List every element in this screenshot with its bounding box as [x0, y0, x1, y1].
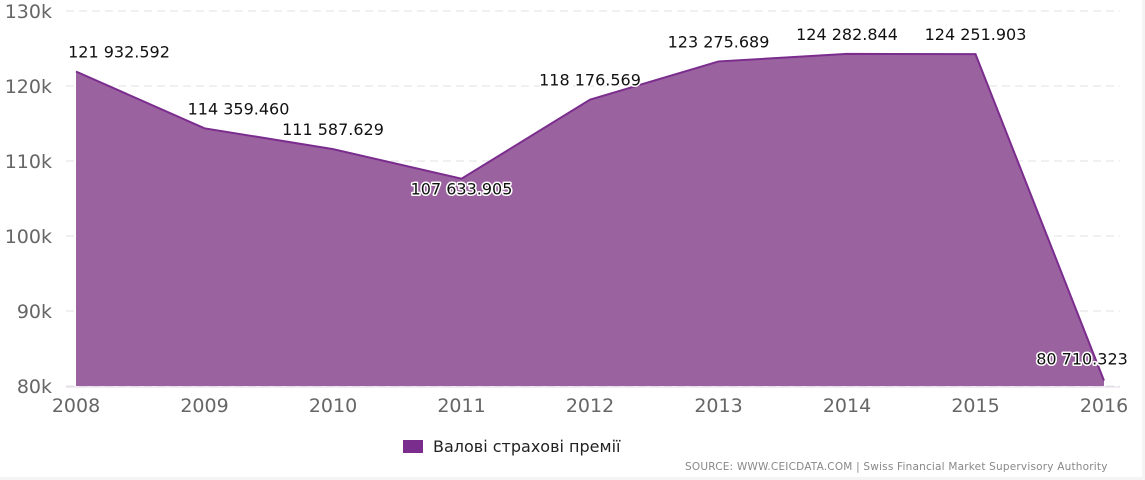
- x-tick-label: 2012: [566, 395, 614, 417]
- x-axis: 2008 2009 2010 2011 2012 2013 2014 2015 2016: [52, 395, 1128, 417]
- y-tick-label: 120k: [5, 76, 52, 98]
- source-credit: SOURCE: WWW.CEICDATA.COM | Swiss Financi…: [685, 461, 1108, 473]
- data-label: 123 275.689: [668, 32, 770, 51]
- y-tick-label: 80k: [17, 376, 52, 398]
- x-tick-label: 2015: [951, 395, 999, 417]
- y-axis: 80k 90k 100k 110k 120k 130k: [5, 1, 52, 398]
- x-tick-label: 2014: [823, 395, 871, 417]
- legend-swatch-icon: [403, 440, 423, 453]
- data-label: 121 932.592: [68, 43, 170, 62]
- data-label: 124 282.844: [796, 25, 898, 44]
- series-line: [75, 52, 1105, 382]
- area-series[interactable]: [76, 53, 1104, 387]
- legend-label: Валові страхові премії: [433, 437, 621, 456]
- data-label: 118 176.569: [539, 71, 641, 90]
- data-label: 114 359.460: [188, 99, 290, 118]
- y-tick-label: 100k: [5, 226, 52, 248]
- data-label: 124 251.903: [925, 25, 1027, 44]
- frame-edge: [1142, 0, 1145, 480]
- x-tick-label: 2010: [309, 395, 357, 417]
- data-labels: 121 932.592 114 359.460 111 587.629 107 633…: [67, 23, 1130, 370]
- x-tick-label: 2009: [180, 395, 228, 417]
- x-tick-label: 2008: [52, 395, 100, 417]
- x-tick-label: 2011: [437, 395, 485, 417]
- y-tick-label: 90k: [17, 301, 52, 323]
- x-tick-label: 2016: [1080, 395, 1128, 417]
- x-tick-label: 2013: [694, 395, 742, 417]
- data-label: 80 710.323: [1036, 350, 1128, 369]
- frame-edge-bottom: [0, 477, 1145, 480]
- data-label: 111 587.629: [282, 120, 384, 139]
- data-label: 107 633.905: [411, 180, 513, 199]
- legend[interactable]: Валові страхові премії: [403, 437, 620, 456]
- y-tick-label: 110k: [5, 151, 52, 173]
- y-tick-label: 130k: [5, 1, 52, 23]
